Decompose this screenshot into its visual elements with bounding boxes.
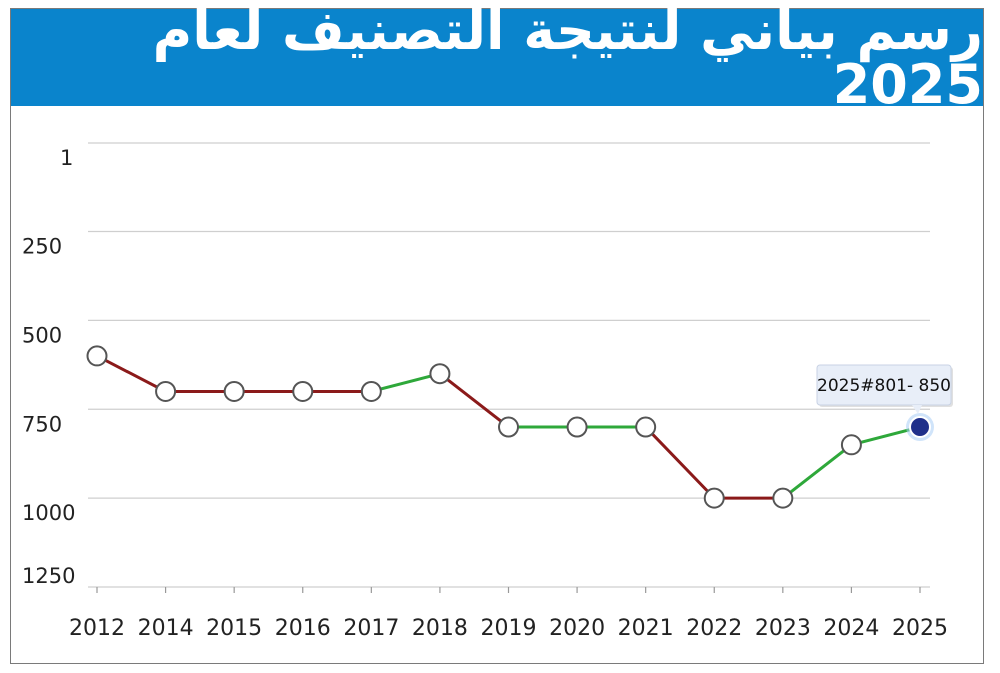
- tooltip: 2025#801- 850: [816, 364, 953, 415]
- y-tick-label: 750: [22, 412, 62, 436]
- x-tick-label: 2025: [892, 616, 948, 641]
- y-tick-label: 250: [22, 235, 62, 259]
- chart-title: رسم بياني لنتيجة التصنيف لعام 2025: [152, 0, 983, 116]
- data-point[interactable]: [498, 416, 519, 438]
- data-point[interactable]: [840, 434, 862, 456]
- data-point[interactable]: [292, 380, 314, 402]
- data-point[interactable]: [86, 345, 108, 367]
- grid-lines: [88, 142, 930, 588]
- x-tick-label: 2018: [412, 616, 468, 641]
- x-tick-label: 2023: [755, 616, 811, 641]
- y-tick-label: 500: [22, 323, 62, 347]
- header-banner: رسم بياني لنتيجة التصنيف لعام 2025: [11, 3, 983, 111]
- data-points: [86, 345, 934, 509]
- x-tick-label: 2021: [618, 616, 674, 641]
- x-tick-label: 2015: [206, 616, 262, 641]
- series-segment: [369, 372, 442, 393]
- y-tick-label: 1000: [22, 501, 75, 525]
- series-segment: [644, 425, 716, 500]
- data-point[interactable]: [635, 416, 657, 438]
- tooltip-box: [816, 364, 952, 406]
- x-tick-label: 2012: [69, 616, 125, 641]
- data-point[interactable]: [566, 416, 588, 438]
- x-axis-ticks: 2012 2014 2015 2016 2017 2018 2019 2020 2021 2022…: [69, 587, 948, 641]
- data-point[interactable]: [772, 487, 794, 509]
- x-tick-label: 2020: [549, 616, 605, 641]
- series-segment: [781, 443, 853, 500]
- x-tick-label: 2017: [343, 616, 399, 641]
- data-point[interactable]: [429, 363, 451, 385]
- tooltip-label: 2025#801- 850: [817, 376, 951, 396]
- y-tick-label: 1: [60, 146, 73, 170]
- y-tick-label: 1250: [22, 564, 75, 588]
- series-segment: [95, 354, 168, 393]
- x-tick-label: 2014: [138, 616, 194, 641]
- series-segment: [438, 372, 510, 429]
- data-point[interactable]: [703, 487, 725, 509]
- x-tick-label: 2022: [686, 616, 742, 641]
- x-tick-label: 2019: [481, 616, 537, 641]
- data-point[interactable]: [223, 380, 245, 402]
- x-tick-label: 2016: [275, 616, 331, 641]
- data-point[interactable]: [360, 380, 382, 402]
- x-tick-label: 2024: [823, 616, 879, 641]
- chart-frame: رسم بياني لنتيجة التصنيف لعام 2025: [10, 3, 984, 664]
- data-point[interactable]: [155, 380, 177, 402]
- data-point-highlight[interactable]: [909, 416, 931, 439]
- series-line: [95, 354, 922, 500]
- tooltip-pointer: [912, 405, 922, 415]
